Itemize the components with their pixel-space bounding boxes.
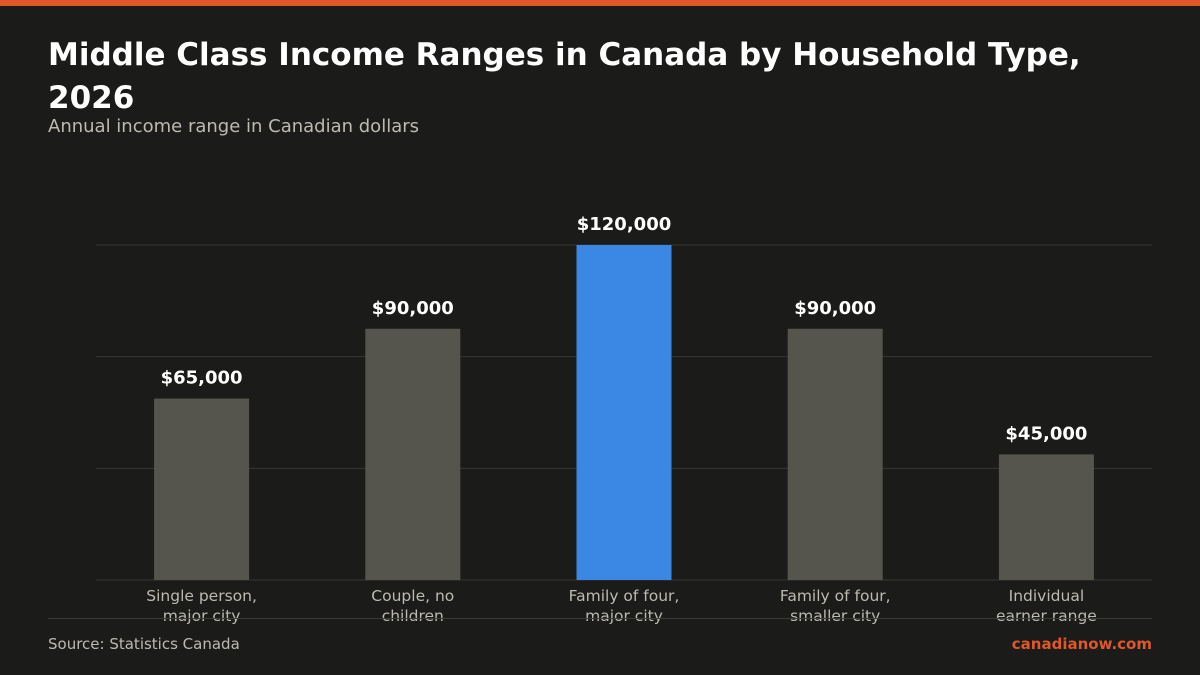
bar-3 [787,328,883,580]
category-label-1-line-1: children [382,607,444,625]
category-label-1: Couple, no children [371,587,454,625]
category-label-4: Individual earner range [996,587,1097,625]
top-accent-bar [0,0,1200,6]
value-label-4: $45,000 [1005,423,1087,444]
category-label-4-line-0: Individual [1009,587,1085,605]
bar-4 [998,454,1094,580]
category-label-0-line-0: Single person, [146,587,257,605]
category-label-3-line-1: smaller city [790,607,880,625]
category-label-3: Family of four, smaller city [780,587,891,625]
value-label-0: $65,000 [161,368,243,389]
value-label-2: $120,000 [577,214,672,235]
category-label-0-line-1: major city [163,607,241,625]
footer-divider [48,618,1152,619]
bar-1 [365,328,461,580]
category-label-2-line-1: major city [585,607,663,625]
value-label-1: $90,000 [372,298,454,319]
bar-2 [576,245,672,580]
category-label-3-line-0: Family of four, [780,587,891,605]
chart-title: Middle Class Income Ranges in Canada by … [48,37,1081,116]
category-label-2: Family of four, major city [569,587,680,625]
value-label-3: $90,000 [794,298,876,319]
category-label-4-line-1: earner range [996,607,1097,625]
brand-link[interactable]: canadianow.com [1011,635,1152,653]
chart-subtitle: Annual income range in Canadian dollars [48,116,420,137]
category-label-2-line-0: Family of four, [569,587,680,605]
bar-0 [154,398,250,580]
category-label-1-line-0: Couple, no [371,587,454,605]
source-note: Source: Statistics Canada [48,635,240,653]
category-label-0: Single person, major city [146,587,257,625]
